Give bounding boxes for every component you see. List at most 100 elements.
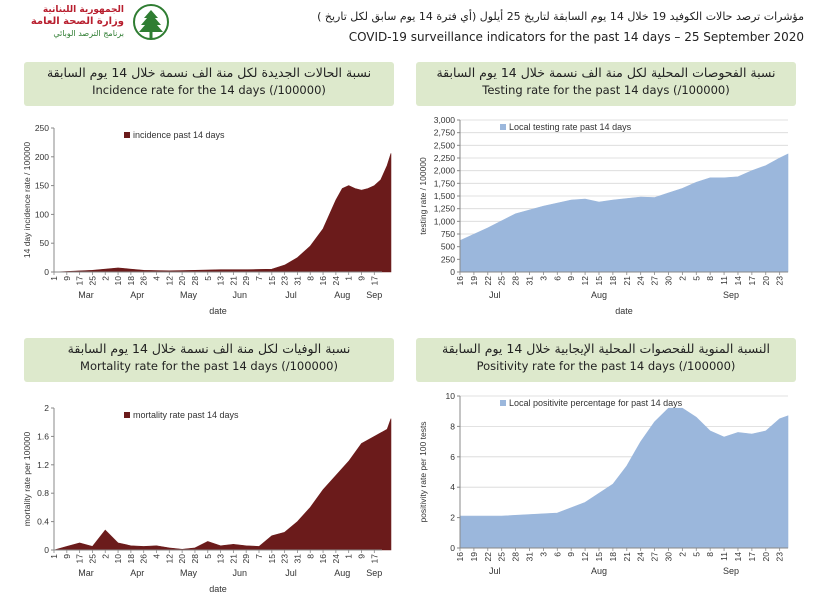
month-label: Apr [130, 568, 144, 578]
y-tick-label: 0 [44, 267, 49, 277]
x-tick-label: 1 [344, 276, 354, 281]
month-label: May [180, 568, 198, 578]
y-tick-label: 1,000 [434, 216, 456, 226]
x-tick-label: 18 [608, 276, 618, 286]
x-tick-label: 4 [152, 554, 162, 559]
page-title-arabic: مؤشرات ترصد حالات الكوفيد 19 خلال 14 يوم… [317, 10, 804, 23]
x-tick-label: 9 [566, 276, 576, 281]
x-tick-label: 9 [566, 552, 576, 557]
x-tick-label: 16 [455, 276, 465, 286]
y-tick-label: 750 [441, 229, 455, 239]
x-tick-label: 9 [62, 276, 72, 281]
x-tick-label: 6 [552, 276, 562, 281]
panel-title-english: Mortality rate for the past 14 days (/10… [80, 359, 338, 373]
panel-title-english: Incidence rate for the 14 days (/100000) [92, 83, 326, 97]
x-tick-label: 8 [705, 552, 715, 557]
x-tick-label: 15 [594, 552, 604, 562]
x-tick-label: 1 [49, 554, 59, 559]
x-axis-label: date [209, 306, 227, 316]
x-tick-label: 9 [62, 554, 72, 559]
y-tick-label: 1.6 [37, 431, 49, 441]
legend-swatch [124, 132, 130, 138]
x-tick-label: 17 [369, 276, 379, 286]
x-tick-label: 8 [305, 276, 315, 281]
y-tick-label: 100 [35, 209, 49, 219]
testing-panel: نسبة الفحوصات المحلية لكل منة الف نسمة خ… [416, 62, 796, 330]
y-tick-label: 50 [40, 238, 50, 248]
legend-label: Local positivite percentage for past 14 … [509, 398, 683, 408]
x-tick-label: 31 [292, 276, 302, 286]
x-tick-label: 7 [254, 554, 264, 559]
month-label: Jul [489, 566, 501, 576]
x-tick-label: 21 [622, 276, 632, 286]
x-tick-label: 9 [357, 554, 367, 559]
x-tick-label: 13 [216, 554, 226, 564]
x-tick-label: 26 [139, 276, 149, 286]
month-label: Jul [489, 290, 501, 300]
y-tick-label: 2,500 [434, 140, 456, 150]
x-tick-label: 6 [552, 552, 562, 557]
x-tick-label: 22 [483, 552, 493, 562]
month-label: Aug [591, 566, 607, 576]
panel-title-arabic: نسبة الوفيات لكل منة الف نسمة خلال 14 يو… [67, 341, 351, 356]
mortality-panel: نسبة الوفيات لكل منة الف نسمة خلال 14 يو… [22, 338, 394, 610]
y-tick-label: 150 [35, 181, 49, 191]
moph-logo: الجمهورية اللبنانية وزارة الصحة العامة ب… [12, 4, 172, 44]
x-tick-label: 24 [636, 276, 646, 286]
x-tick-label: 21 [622, 552, 632, 562]
x-tick-label: 23 [280, 276, 290, 286]
month-label: Apr [130, 290, 144, 300]
x-tick-label: 2 [677, 276, 687, 281]
x-tick-label: 8 [705, 276, 715, 281]
x-tick-label: 2 [100, 554, 110, 559]
x-tick-label: 25 [497, 552, 507, 562]
x-tick-label: 28 [190, 276, 200, 286]
x-tick-label: 15 [267, 554, 277, 564]
y-tick-label: 2 [450, 513, 455, 523]
x-tick-label: 14 [733, 276, 743, 286]
x-tick-label: 14 [733, 552, 743, 562]
y-tick-label: 3,000 [434, 115, 456, 125]
panel-title-english: Positivity rate for the past 14 days (/1… [476, 359, 736, 373]
y-tick-label: 0.4 [37, 517, 49, 527]
x-tick-label: 23 [280, 554, 290, 564]
x-tick-label: 21 [228, 276, 238, 286]
legend-label: Local testing rate past 14 days [509, 122, 632, 132]
y-tick-label: 200 [35, 152, 49, 162]
y-tick-label: 1,500 [434, 191, 456, 201]
x-tick-label: 22 [483, 276, 493, 286]
x-tick-label: 23 [775, 552, 785, 562]
x-axis-label: date [209, 584, 227, 594]
x-tick-label: 17 [75, 554, 85, 564]
x-tick-label: 4 [152, 276, 162, 281]
x-tick-label: 27 [650, 276, 660, 286]
x-tick-label: 18 [126, 554, 136, 564]
panel-title: نسبة الوفيات لكل منة الف نسمة خلال 14 يو… [24, 338, 394, 382]
month-label: Sep [723, 290, 739, 300]
x-tick-label: 3 [538, 276, 548, 281]
y-tick-label: 8 [450, 421, 455, 431]
mortality-series-area [53, 418, 392, 551]
legend-swatch [124, 412, 130, 418]
x-tick-label: 2 [100, 276, 110, 281]
y-tick-label: 1,750 [434, 178, 456, 188]
x-tick-label: 28 [511, 552, 521, 562]
panel-title-arabic: نسبة الحالات الجديدة لكل منة الف نسمة خل… [46, 65, 372, 80]
page-title-english: COVID-19 surveillance indicators for the… [348, 30, 804, 44]
y-tick-label: 0 [450, 543, 455, 553]
panel-title: نسبة الحالات الجديدة لكل منة الف نسمة خل… [24, 62, 394, 106]
x-tick-label: 16 [455, 552, 465, 562]
x-tick-label: 5 [691, 276, 701, 281]
x-tick-label: 17 [75, 276, 85, 286]
cedar-icon [133, 4, 169, 40]
x-tick-label: 18 [126, 276, 136, 286]
x-tick-label: 27 [650, 552, 660, 562]
y-tick-label: 250 [35, 123, 49, 133]
logo-line-program: برنامج الترصد الوبائي [53, 29, 124, 38]
x-tick-label: 26 [139, 554, 149, 564]
y-tick-label: 0 [450, 267, 455, 277]
panel-title-arabic: النسبة المنوية للفحصوات المحلية الإيجابي… [442, 341, 770, 356]
y-axis-label: positivity rate per 100 tests [418, 421, 428, 522]
x-tick-label: 25 [497, 276, 507, 286]
x-tick-label: 21 [228, 554, 238, 564]
